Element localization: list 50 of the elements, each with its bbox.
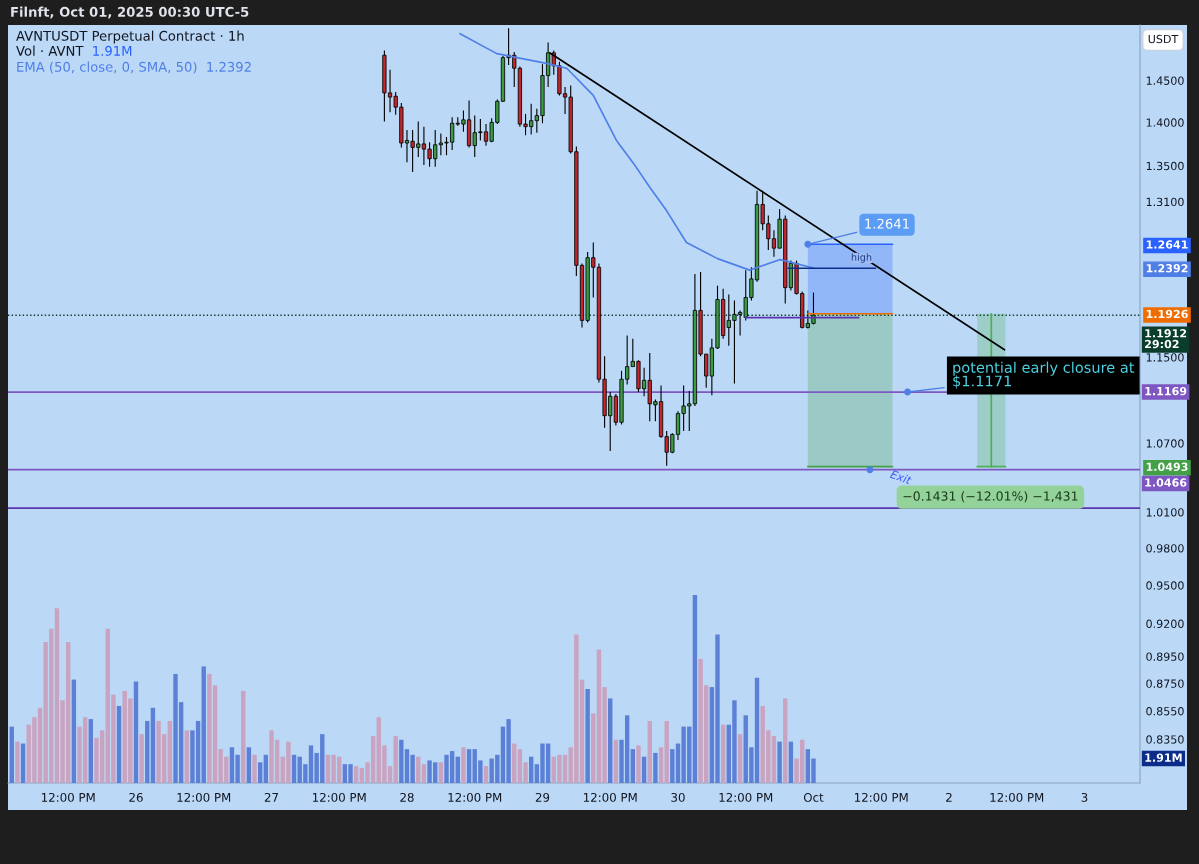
annotation: high: [851, 253, 872, 263]
x-tick-label: 30: [671, 792, 685, 802]
text: 1.91M: [1145, 753, 1182, 762]
y-tick-label: 0.8950: [1146, 652, 1184, 661]
y-tick-label: 1.2392: [1146, 264, 1188, 273]
ref-line-label: 1.0466: [1145, 478, 1187, 487]
x-tick-label: 26: [129, 792, 143, 802]
x-tick-label: 12:00 PM: [990, 792, 1044, 802]
y-tick-label: 1.1926: [1146, 309, 1188, 319]
x-tick-label: 12:00 PM: [719, 792, 773, 802]
text: EMA (50, close, 0, SMA, 50): [17, 61, 197, 74]
x-tick-label: Oct: [803, 792, 824, 802]
annotation: −0.1431 (−12.01%) −1,431: [903, 491, 1078, 503]
chart-title: AVNTUSDT Perpetual Contract · 1h: [16, 30, 244, 44]
annotation: potential early closure at $1.1171: [953, 361, 1135, 389]
x-tick-label: 12:00 PM: [448, 792, 502, 802]
y-tick-label: 1.4000: [1146, 118, 1184, 127]
y-tick-label: 0.8550: [1146, 707, 1184, 716]
y-tick-label: 0.9200: [1146, 619, 1184, 628]
x-tick-label: 12:00 PM: [177, 792, 231, 802]
y-tick-label: 0.8750: [1146, 679, 1184, 688]
annotation: 1.2392: [207, 61, 251, 72]
ref-line-label: 1.1169: [1145, 386, 1187, 396]
y-tick-label: 1.2641: [1146, 240, 1188, 249]
annotation: 1.2641: [865, 218, 909, 229]
y-tick-label: 1.0493: [1146, 462, 1188, 471]
y-tick-label: 1.4500: [1146, 76, 1184, 85]
x-tick-label: 29: [535, 792, 550, 802]
y-tick-label: 1.3500: [1146, 161, 1184, 171]
y-tick-label: 1.1500: [1146, 353, 1184, 362]
x-tick-label: 28: [400, 792, 414, 802]
x-tick-label: 2: [946, 792, 952, 802]
x-tick-label: 12:00 PM: [41, 792, 95, 802]
text: Filnft, Oct 01, 2025 00:30 UTC-5: [11, 6, 249, 19]
x-tick-label: 12:00 PM: [854, 792, 908, 802]
x-tick-label: 12:00 PM: [312, 792, 366, 802]
annotation: Exit: [889, 469, 913, 485]
y-axis-title: USDT: [1148, 34, 1179, 44]
y-tick-label: 0.8350: [1146, 735, 1184, 744]
x-tick-label: 3: [1081, 792, 1088, 802]
ref-line-label: 1.1912 29:02: [1145, 329, 1187, 349]
y-tick-label: 1.3100: [1146, 197, 1184, 207]
x-tick-label: 27: [264, 792, 278, 802]
annotation: 1.91M: [93, 45, 132, 56]
y-tick-label: 1.0700: [1146, 439, 1184, 448]
chart-title: Vol · AVNT: [16, 45, 84, 56]
x-tick-label: 12:00 PM: [583, 792, 637, 802]
y-tick-label: 0.9500: [1146, 581, 1184, 590]
y-tick-label: 1.0100: [1146, 508, 1184, 517]
y-tick-label: 0.9800: [1146, 544, 1184, 553]
